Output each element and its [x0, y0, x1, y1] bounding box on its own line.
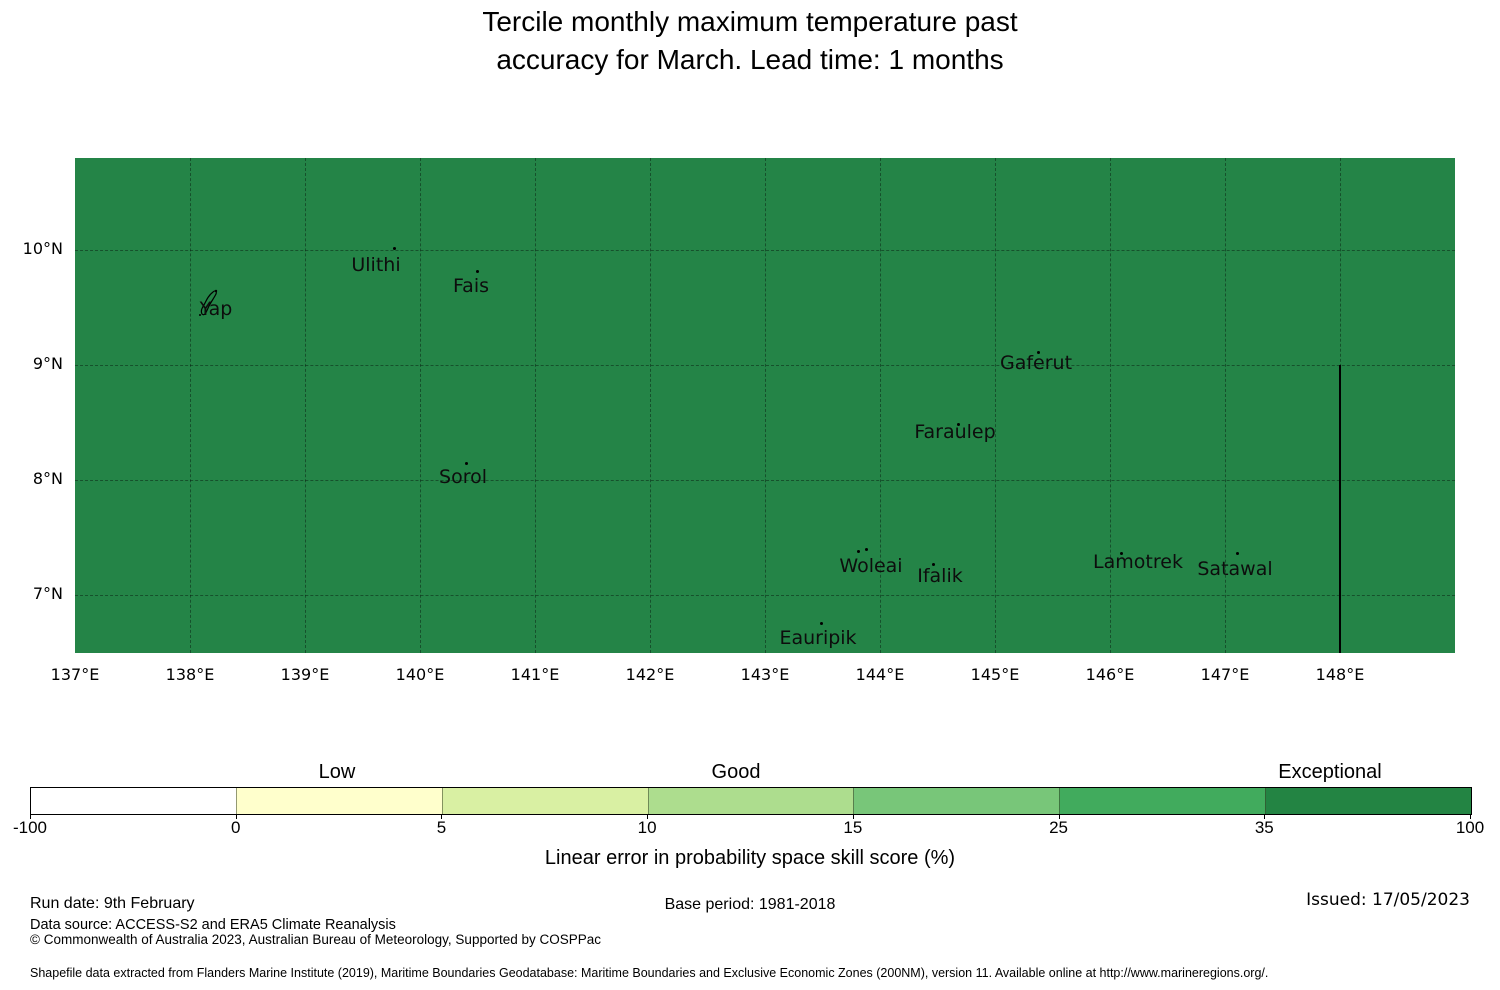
x-tick-label: 139°E	[280, 665, 330, 684]
colorbar-tick-label: 10	[637, 818, 657, 837]
island-label-eauripik: Eauripik	[779, 627, 857, 649]
island-label-satawal: Satawal	[1197, 558, 1273, 580]
island-label-fais: Fais	[452, 275, 490, 297]
island-dot-ifalik	[932, 563, 935, 566]
colorbar-axis-label: Linear error in probability space skill …	[544, 847, 956, 869]
x-tick-label: 140°E	[395, 665, 445, 684]
island-label-ulithi: Ulithi	[351, 254, 401, 276]
island-dot-gaferut	[1037, 351, 1040, 354]
footer-copyright: © Commonwealth of Australia 2023, Austra…	[30, 932, 602, 947]
footer-run-date: Run date: 9th February	[30, 895, 195, 912]
map-gridline-vertical	[765, 158, 766, 653]
yap-island-shape	[199, 289, 218, 316]
colorbar	[30, 787, 1472, 815]
x-tick-label: 137°E	[50, 665, 100, 684]
page-title-line2: accuracy for March. Lead time: 1 months	[496, 44, 1004, 75]
footer-issued: Issued: 17/05/2023	[1306, 890, 1470, 910]
map-plot: Yap Ulithi Fais Sorol Gaferut Faraulep Woleai I…	[75, 158, 1455, 653]
x-tick-label: 147°E	[1200, 665, 1250, 684]
colorbar-category-good: Good	[711, 761, 761, 783]
page-title: Tercile monthly maximum temperature past…	[0, 3, 1500, 79]
colorbar-tick-mark	[441, 815, 443, 819]
island-dot-satawal	[1236, 552, 1239, 555]
island-label-sorol: Sorol	[439, 466, 487, 488]
colorbar-tick-label: 100	[1455, 818, 1485, 837]
map-gridline-horizontal	[75, 365, 1455, 366]
y-tick-label: 8°N	[32, 469, 63, 488]
island-dot-ulithi	[393, 247, 396, 250]
x-tick-label: 148°E	[1315, 665, 1365, 684]
colorbar-tick-label: 5	[436, 818, 447, 837]
colorbar-tick-mark	[647, 815, 649, 819]
colorbar-segment	[853, 788, 1060, 814]
x-tick-label: 146°E	[1085, 665, 1135, 684]
map-gridline-vertical	[880, 158, 881, 653]
map-gridline-vertical	[305, 158, 306, 653]
x-tick-label: 141°E	[510, 665, 560, 684]
colorbar-segment	[31, 788, 236, 814]
island-label-gaferut: Gaferut	[999, 352, 1073, 374]
y-tick-label: 9°N	[32, 354, 63, 373]
map-gridline-vertical	[995, 158, 996, 653]
island-dot-sorol	[465, 462, 468, 465]
footer-shapefile-note: Shapefile data extracted from Flanders M…	[30, 966, 1269, 980]
colorbar-category-low: Low	[318, 761, 356, 783]
colorbar-tick-label: 15	[843, 818, 863, 837]
x-tick-label: 145°E	[970, 665, 1020, 684]
x-tick-label: 138°E	[165, 665, 215, 684]
colorbar-segment	[647, 788, 854, 814]
map-gridline-horizontal	[75, 595, 1455, 596]
island-label-woleai: Woleai	[839, 555, 903, 577]
map-gridline-vertical	[1225, 158, 1226, 653]
island-dot-woleai	[857, 550, 860, 553]
colorbar-tick-label: 35	[1254, 818, 1274, 837]
island-dot-woleai	[865, 548, 868, 551]
page-title-line1: Tercile monthly maximum temperature past	[482, 6, 1018, 37]
map-gridline-horizontal	[75, 250, 1455, 251]
island-label-yap: Yap	[199, 298, 233, 320]
map-gridline-horizontal	[75, 480, 1455, 481]
footer-base-period: Base period: 1981-2018	[664, 896, 836, 913]
island-label-faraulep: Faraulep	[914, 421, 996, 443]
colorbar-segment	[441, 788, 648, 814]
colorbar-tick-mark	[852, 815, 854, 819]
colorbar-tick-label: 25	[1049, 818, 1069, 837]
colorbar-tick-mark	[1470, 815, 1471, 819]
x-tick-label: 142°E	[625, 665, 675, 684]
colorbar-tick-label: -100	[12, 818, 48, 837]
colorbar-tick-mark	[30, 815, 31, 819]
island-dot-lamotrek	[1120, 552, 1123, 555]
island-label-ifalik: Ifalik	[917, 565, 963, 587]
island-dot-fais	[476, 270, 479, 273]
y-tick-label: 7°N	[32, 584, 63, 603]
colorbar-category-exceptional: Exceptional	[1278, 761, 1382, 783]
island-dot-faraulep	[957, 423, 960, 426]
eez-boundary-line	[1339, 365, 1341, 653]
x-tick-label: 143°E	[740, 665, 790, 684]
colorbar-segment	[1265, 788, 1472, 814]
colorbar-tick-mark	[1058, 815, 1060, 819]
colorbar-tick-mark	[1264, 815, 1266, 819]
map-gridline-vertical	[190, 158, 191, 653]
colorbar-segment	[1059, 788, 1266, 814]
colorbar-tick-label: 0	[230, 818, 241, 837]
y-tick-label: 10°N	[22, 239, 63, 258]
map-gridline-vertical	[650, 158, 651, 653]
map-gridline-vertical	[1110, 158, 1111, 653]
colorbar-segment	[235, 788, 442, 814]
island-label-lamotrek: Lamotrek	[1093, 551, 1183, 573]
footer-data-source: Data source: ACCESS-S2 and ERA5 Climate …	[30, 917, 396, 933]
map-gridline-vertical	[535, 158, 536, 653]
x-tick-label: 144°E	[855, 665, 905, 684]
island-dot-eauripik	[820, 622, 823, 625]
map-gridline-vertical	[420, 158, 421, 653]
colorbar-tick-mark	[235, 815, 237, 819]
